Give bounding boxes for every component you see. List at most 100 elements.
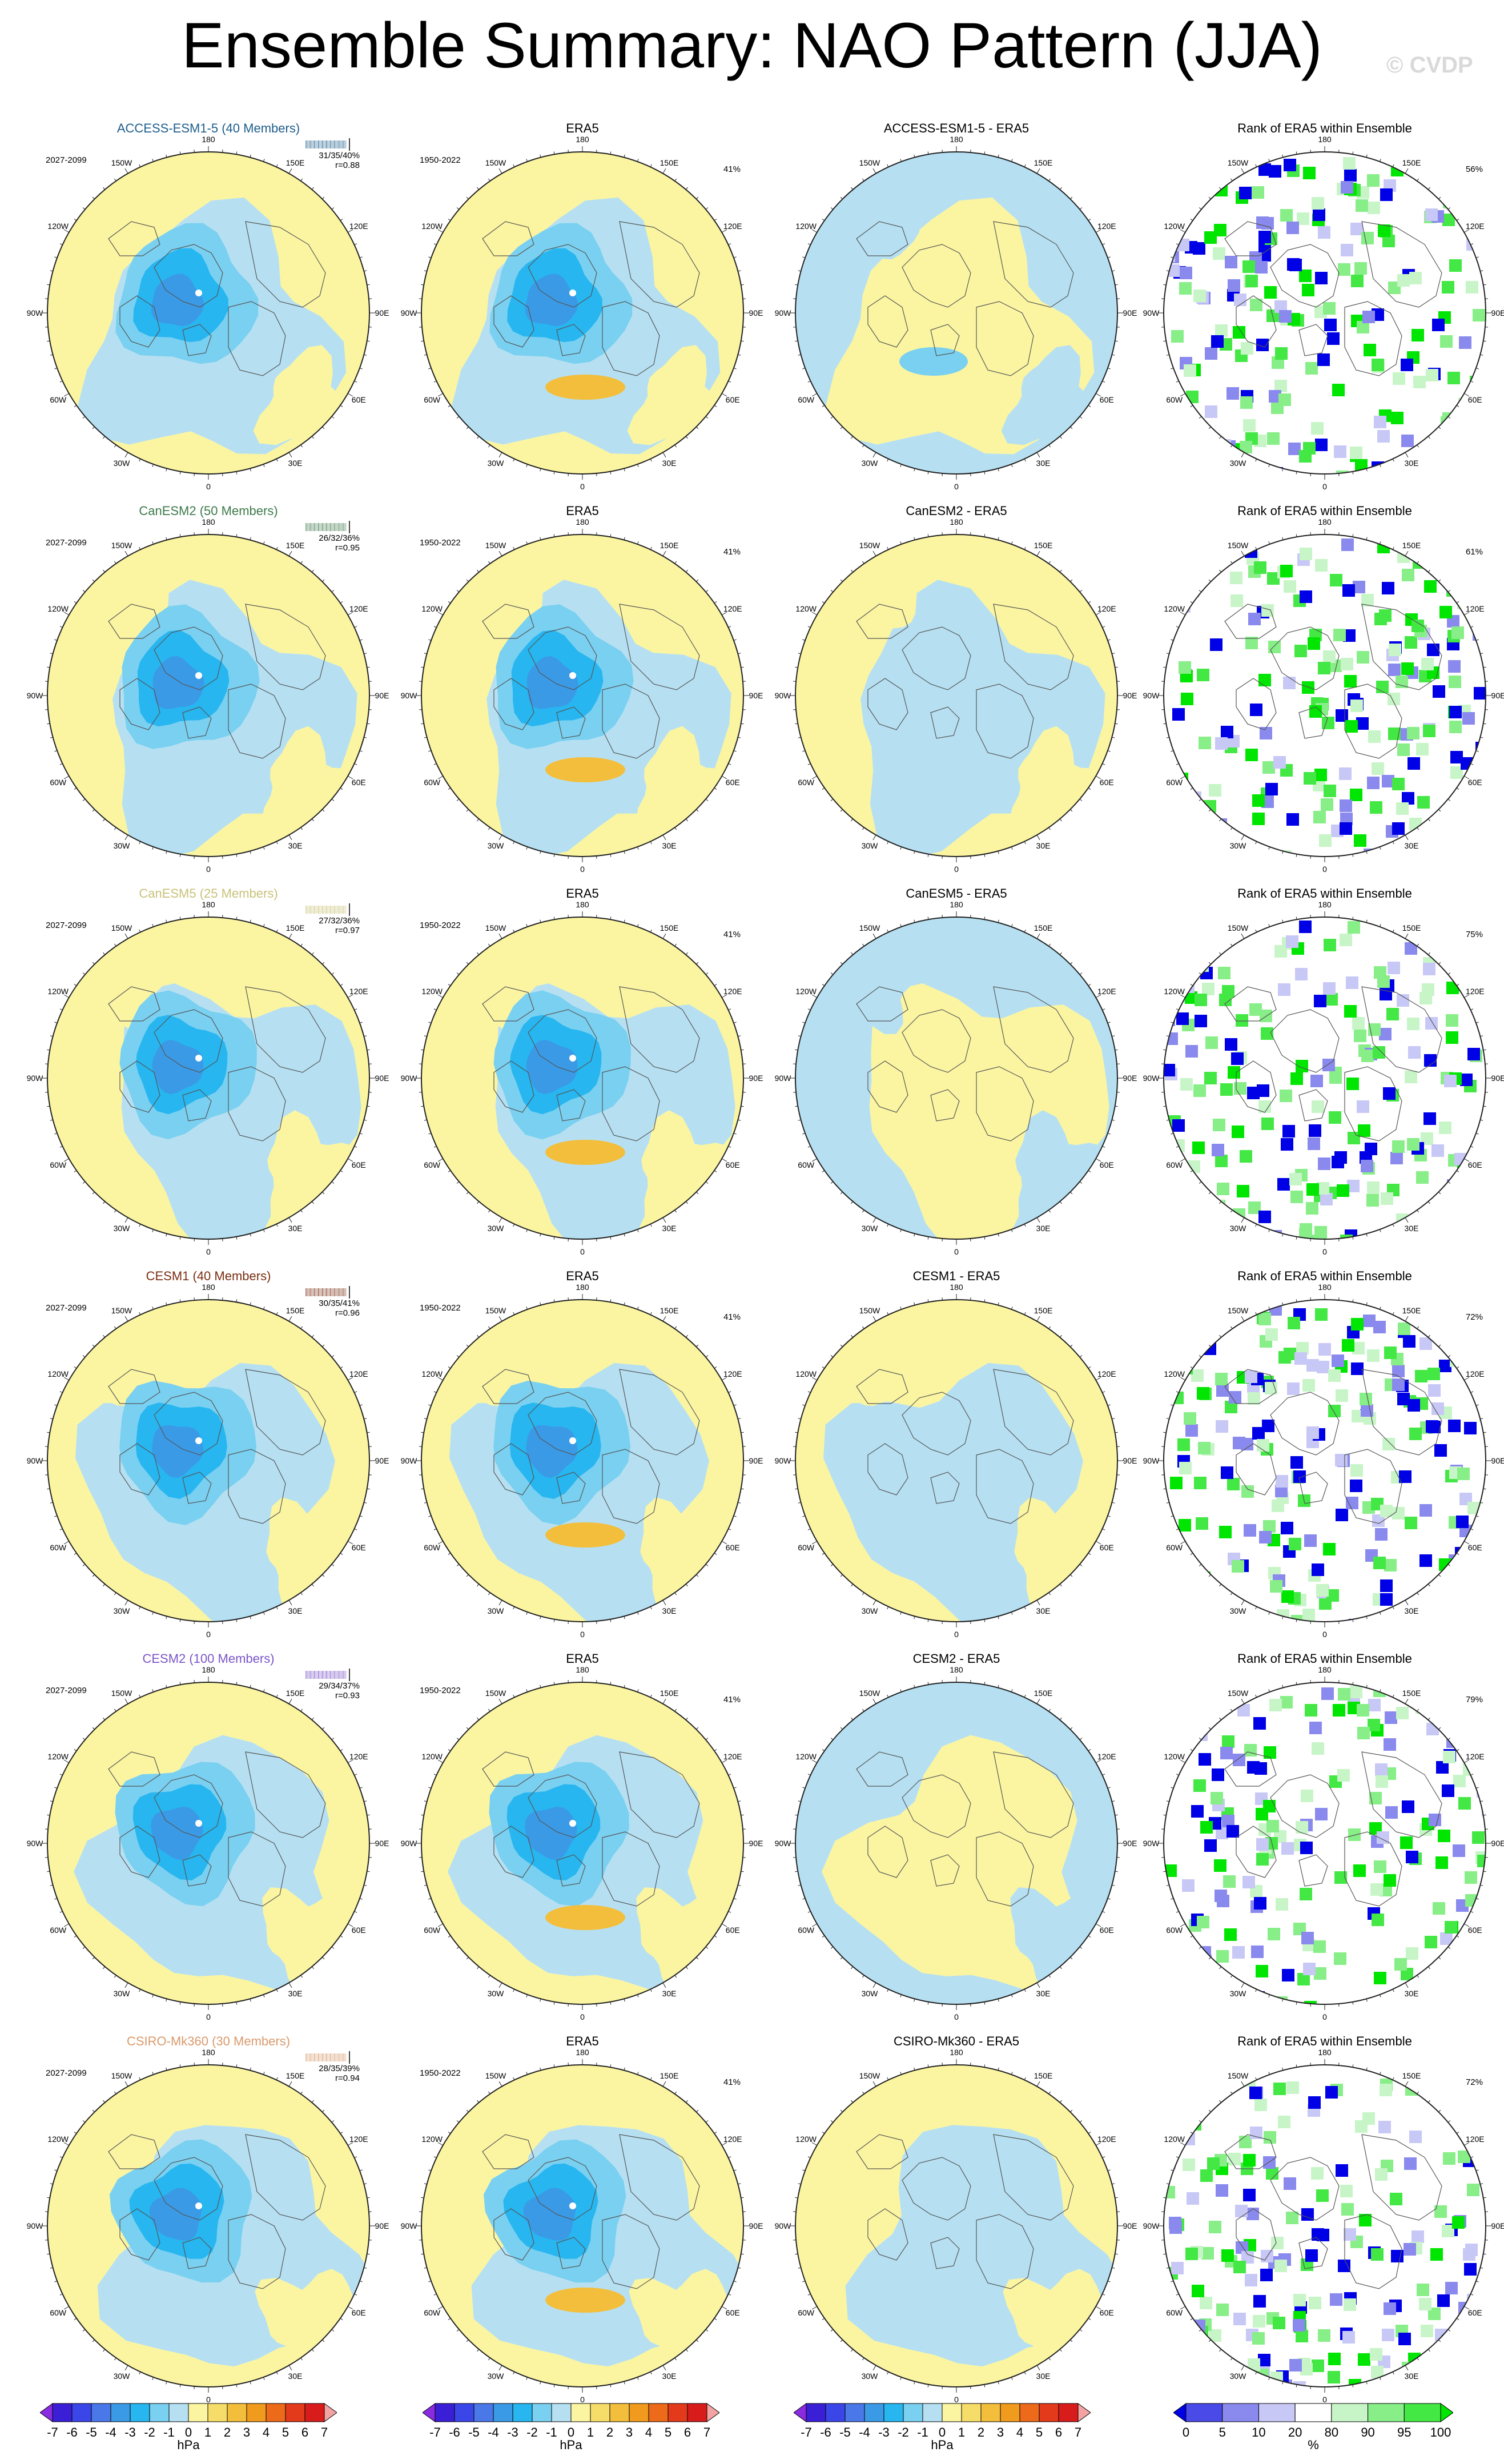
colorbar-swatch [1039,2403,1059,2422]
rank-lon-label: 60E [1463,1543,1486,1552]
era5-lon-label: 0 [571,2012,594,2021]
era5-lon-label: 150W [484,2071,507,2080]
model-lon-label: 150E [284,923,307,932]
model-lon-label: 150W [110,541,133,550]
rank-title: Rank of ERA5 within Ensemble [1156,1651,1493,1666]
colorbar-swatch [826,2403,845,2422]
era5-lon-label: 60E [721,1543,744,1552]
diff-lon-label: 150W [858,158,881,167]
model-lon-label: 30W [110,2371,133,2381]
era5-lon-label: 120E [721,1752,744,1761]
model-map [40,901,377,1258]
model-lon-label: 0 [197,865,220,874]
colorbar-swatch [150,2403,169,2422]
era5-lon-label: 180 [571,135,594,144]
era5-lon-label: 30E [658,2371,681,2381]
diff-lon-label: 150W [858,923,881,932]
diff-map [788,136,1125,493]
colorbar-swatch [1222,2403,1259,2422]
era5-title: ERA5 [414,504,751,518]
diff-title: CESM2 - ERA5 [788,1651,1125,1666]
diff-lon-label: 60E [1095,395,1118,404]
colorbar-swatch [305,2403,324,2422]
model-lon-label: 90E [371,1839,393,1848]
rank-map [1156,901,1493,1258]
diff-lon-label: 90W [771,691,794,700]
era5-title: ERA5 [414,121,751,136]
model-lon-label: 30E [284,2371,307,2381]
rank-lon-label: 30W [1226,2371,1249,2381]
era5-title: ERA5 [414,886,751,901]
diff-lon-label: 150E [1032,541,1055,550]
rank-lon-label: 60E [1463,1160,1486,1169]
stats-correlation: r=0.88 [319,160,360,170]
model-lon-label: 120E [347,1752,370,1761]
rank-lon-label: 60E [1463,1926,1486,1935]
era5-lon-label: 30E [658,841,681,850]
model-lon-label: 120W [47,1752,70,1761]
era5-lon-label: 180 [571,2048,594,2057]
rank-lon-label: 0 [1313,482,1336,491]
era5-lon-label: 60W [421,2308,444,2317]
colorbar-swatch [285,2403,305,2422]
diff-lon-label: 150W [858,2071,881,2080]
diff-lon-label: 30W [858,1606,881,1615]
colorbar-swatch [1078,2403,1091,2422]
diff-lon-label: 30E [1032,1989,1055,1998]
rank-lon-label: 90E [1487,308,1504,317]
colorbar-swatch [806,2403,826,2422]
model-lon-label: 60W [47,2308,70,2317]
colorbar-swatch [455,2403,474,2422]
era5-period: 1950-2022 [420,921,461,930]
colorbar-swatch [493,2403,513,2422]
model-lon-label: 60W [47,778,70,787]
spread-glyph [301,138,353,151]
model-lon-label: 180 [197,517,220,526]
rank-lon-label: 90W [1140,1074,1163,1083]
colorbar-swatch [649,2403,668,2422]
diff-lon-label: 150W [858,1306,881,1315]
colorbar-swatch [208,2403,227,2422]
rank-pct: 79% [1466,1695,1483,1705]
era5-lon-label: 60E [721,1160,744,1169]
model-lon-label: 90E [371,308,393,317]
model-lon-label: 90W [23,691,46,700]
era5-title: ERA5 [414,2034,751,2049]
era5-lon-label: 150W [484,1689,507,1698]
diff-title: CSIRO-Mk360 - ERA5 [788,2034,1125,2049]
model-lon-label: 60E [347,1926,370,1935]
rank-lon-label: 90W [1140,1839,1163,1848]
model-stats: 30/35/41%r=0.96 [319,1299,360,1318]
model-lon-label: 150W [110,2071,133,2080]
diff-lon-label: 180 [945,1283,968,1292]
model-lon-label: 30E [284,459,307,468]
rank-lon-label: 90E [1487,1074,1504,1083]
rank-lon-label: 120E [1463,222,1486,231]
model-lon-label: 150E [284,1306,307,1315]
era5-lon-label: 120E [721,604,744,613]
rank-lon-label: 150W [1226,158,1249,167]
stats-correlation: r=0.95 [319,543,360,553]
colorbar-unit: % [1173,2438,1453,2453]
model-lon-label: 90W [23,1839,46,1848]
era5-lon-label: 60E [721,395,744,404]
colorbar-swatch [111,2403,130,2422]
era5-lon-label: 150E [658,923,681,932]
diff-lon-label: 30E [1032,1606,1055,1615]
rank-lon-label: 150E [1400,923,1423,932]
era5-map [414,901,751,1258]
diff-lon-label: 120E [1095,1369,1118,1378]
model-map [40,2049,377,2406]
era5-lon-label: 0 [571,1247,594,1256]
colorbar-swatch [169,2403,188,2422]
